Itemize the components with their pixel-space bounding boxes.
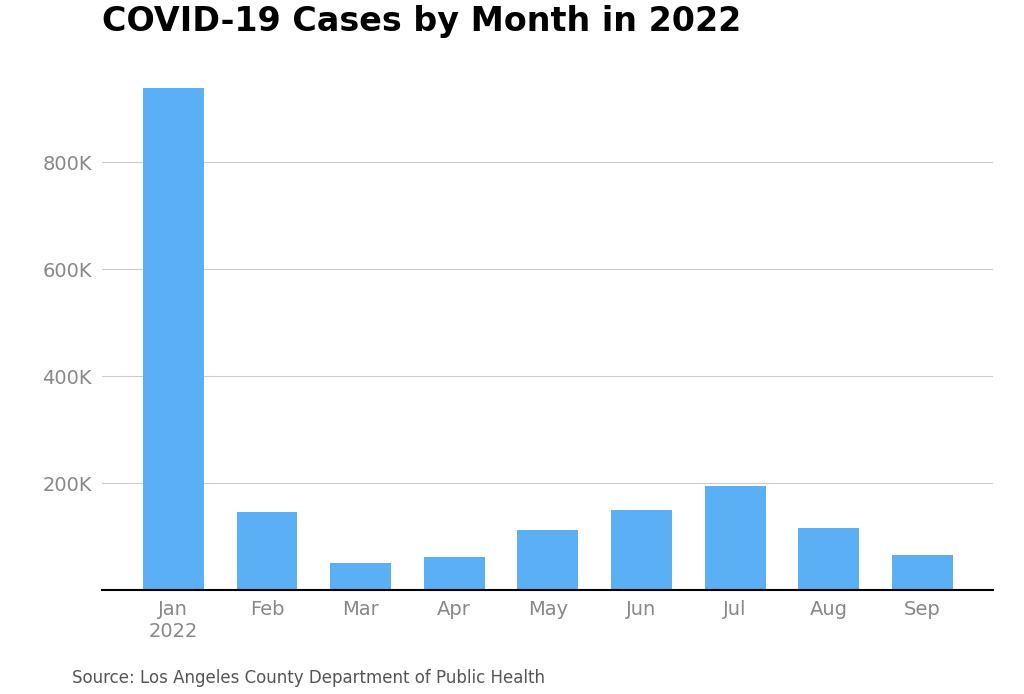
Bar — [705, 486, 766, 590]
Bar — [799, 528, 859, 590]
Bar — [330, 564, 391, 590]
Bar — [143, 87, 204, 590]
Bar — [517, 530, 579, 590]
Bar — [237, 512, 297, 590]
Text: COVID-19 Cases by Month in 2022: COVID-19 Cases by Month in 2022 — [102, 5, 741, 37]
Bar — [611, 509, 672, 590]
Text: Source: Los Angeles County Department of Public Health: Source: Los Angeles County Department of… — [72, 669, 545, 687]
Bar — [424, 557, 484, 590]
Bar — [892, 555, 952, 590]
